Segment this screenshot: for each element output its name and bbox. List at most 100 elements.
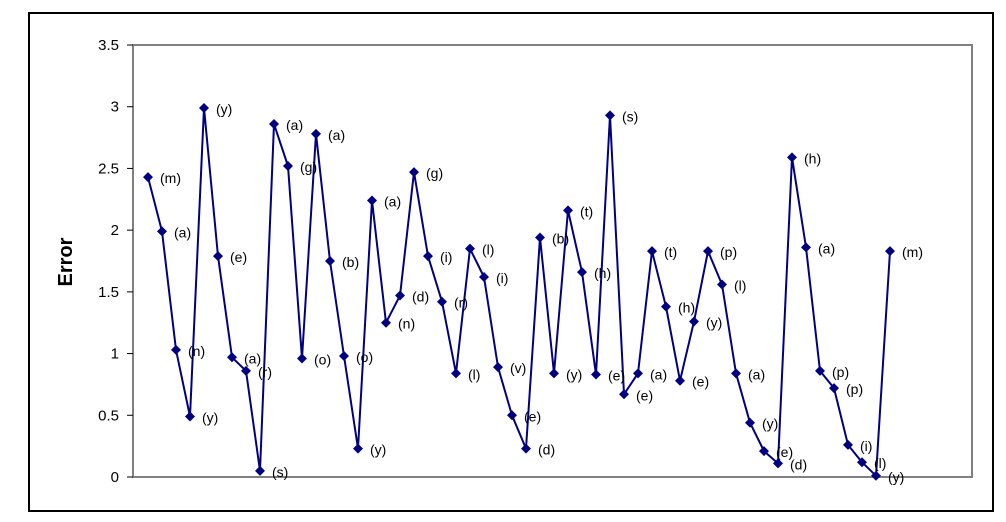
data-point-marker — [339, 351, 349, 362]
data-point-label: (a) — [650, 366, 667, 382]
data-point-label: (n) — [398, 316, 415, 332]
data-point-label: (y) — [202, 410, 218, 426]
data-point-marker — [801, 242, 811, 253]
data-point-marker — [815, 365, 825, 376]
data-point-marker — [563, 205, 573, 216]
data-point-marker — [535, 232, 545, 243]
data-point-label: (p) — [720, 244, 737, 260]
data-point-label: (t) — [580, 203, 593, 219]
data-point-label: (l) — [482, 242, 494, 258]
data-point-marker — [185, 411, 195, 422]
data-point-marker — [759, 446, 769, 457]
data-point-label: (i) — [860, 438, 872, 454]
data-point-label: (l) — [874, 455, 886, 471]
data-point-marker — [773, 458, 783, 469]
data-point-marker — [717, 279, 727, 290]
data-point-marker — [213, 251, 223, 262]
y-tick-label: 3 — [111, 99, 119, 116]
y-tick-label: 1.5 — [98, 284, 119, 301]
data-point-label: (o) — [356, 349, 373, 365]
data-point-label: (y) — [370, 442, 386, 458]
data-point-marker — [423, 251, 433, 262]
data-point-label: (m) — [902, 244, 923, 260]
series — [143, 102, 895, 481]
data-point-label: (g) — [426, 165, 443, 181]
data-point-label: (d) — [412, 289, 429, 305]
data-point-label: (y) — [216, 101, 232, 117]
data-point-marker — [633, 368, 643, 379]
data-point-label: (p) — [846, 381, 863, 397]
data-point-marker — [353, 443, 363, 454]
data-point-label: (a) — [818, 240, 835, 256]
axes: Error — [55, 44, 973, 478]
data-point-label: (h) — [678, 300, 695, 316]
data-point-marker — [409, 167, 419, 178]
data-point-marker — [311, 128, 321, 139]
data-point-label: (m) — [160, 170, 181, 186]
data-point-label: (i) — [440, 249, 452, 265]
data-point-marker — [325, 256, 335, 266]
data-point-label: (d) — [538, 442, 555, 458]
y-tick-label: 2.5 — [98, 160, 119, 177]
data-point-marker — [731, 368, 741, 379]
data-point-label: (v) — [510, 360, 526, 376]
data-point-label: (b) — [552, 231, 569, 247]
y-tick-label: 0.5 — [98, 407, 119, 424]
data-point-marker — [451, 368, 461, 379]
data-point-label: (o) — [314, 352, 331, 368]
data-point-label: (a) — [174, 224, 191, 240]
data-point-marker — [171, 344, 181, 355]
data-point-label: (e) — [776, 444, 793, 460]
data-point-marker — [479, 272, 489, 283]
data-point-label: (a) — [328, 127, 345, 143]
data-point-marker — [157, 226, 167, 237]
data-point-label: (h) — [804, 150, 821, 166]
y-tick-label: 1 — [111, 346, 119, 363]
data-point-label: (r) — [454, 295, 468, 311]
data-point-label: (t) — [664, 244, 677, 260]
data-point-label: (y) — [566, 366, 582, 382]
data-point-label: (l) — [468, 366, 480, 382]
data-point-marker — [255, 465, 265, 476]
data-point-label: (r) — [258, 364, 272, 380]
data-point-label: (s) — [272, 464, 288, 480]
data-point-marker — [591, 369, 601, 380]
data-point-marker — [465, 243, 475, 254]
data-point-marker — [745, 417, 755, 428]
y-axis-ticks: 0 0.5 1 1.5 2 2.5 3 3.5 — [98, 37, 133, 486]
y-tick-label: 0 — [111, 469, 119, 486]
data-point-marker — [857, 457, 867, 468]
data-point-marker — [143, 172, 153, 183]
data-point-label: (e) — [636, 387, 653, 403]
data-point-marker — [843, 439, 853, 450]
data-point-marker — [395, 290, 405, 301]
data-point-label: (y) — [888, 469, 904, 485]
data-point-label: (l) — [734, 277, 746, 293]
data-point-label: (g) — [300, 159, 317, 175]
data-point-marker — [437, 296, 447, 307]
data-point-marker — [703, 246, 713, 257]
data-point-marker — [619, 389, 629, 400]
data-point-marker — [269, 118, 279, 129]
data-point-label: (p) — [832, 364, 849, 380]
data-point-label: (s) — [622, 108, 638, 124]
data-point-label: (b) — [342, 254, 359, 270]
data-point-label: (d) — [790, 456, 807, 472]
point-labels: (m) (a) (n) (y) (y) (e) (a) (r) (s) (a) (g) (o) (a) (… — [160, 101, 923, 485]
data-point-marker — [647, 246, 657, 257]
data-point-label: (i) — [496, 270, 508, 286]
data-point-marker — [493, 362, 503, 373]
data-point-marker — [283, 160, 293, 171]
y-tick-label: 3.5 — [98, 37, 119, 54]
data-point-marker — [871, 470, 881, 481]
data-point-marker — [507, 410, 517, 421]
data-point-marker — [367, 195, 377, 206]
data-point-label: (a) — [286, 117, 303, 133]
data-point-marker — [577, 267, 587, 278]
data-point-marker — [675, 375, 685, 386]
data-point-label: (a) — [384, 194, 401, 210]
data-point-label: (a) — [748, 366, 765, 382]
data-point-marker — [661, 301, 671, 312]
data-point-marker — [381, 317, 391, 328]
